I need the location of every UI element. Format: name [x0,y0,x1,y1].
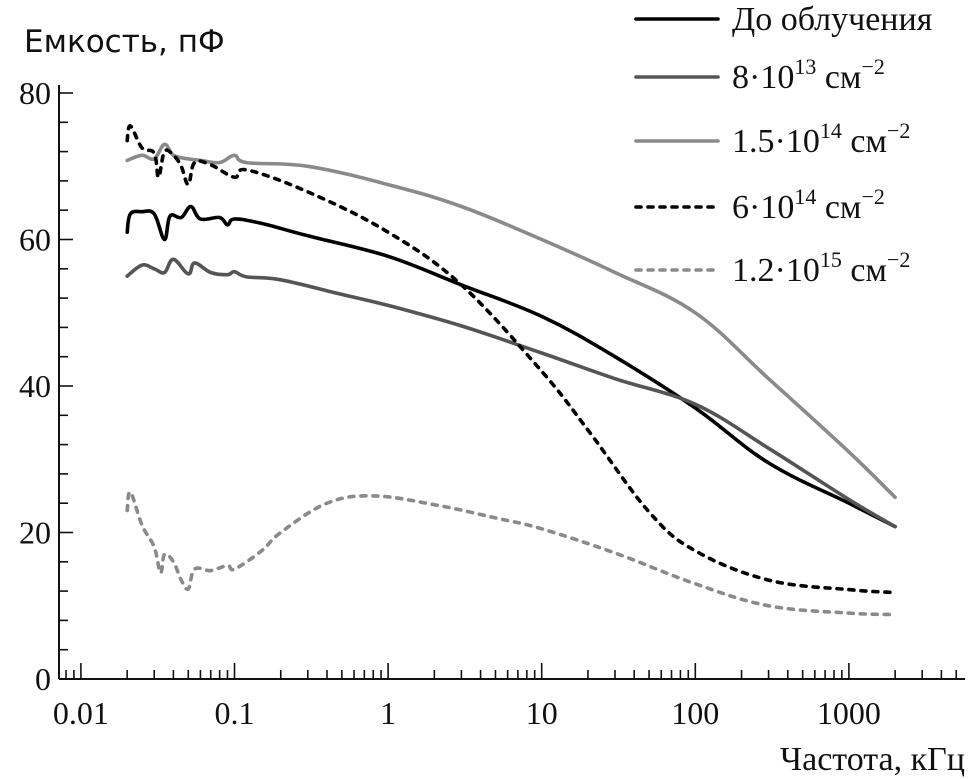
y-axis-label: Емкость, пФ [24,24,225,60]
legend-label-unit-exponent: −2 [861,184,884,209]
x-tick-label: 1 [380,695,396,731]
x-tick-label: 100 [671,695,719,731]
y-tick-label: 0 [35,661,51,697]
legend-label: 6·1014 см−2 [732,184,885,226]
legend-label-base: 8·10 [732,59,794,96]
x-ticks: 0.01 0.1 1 10 100 1000 [53,663,958,731]
series-1-5e14 [125,142,897,500]
legend-label: До облучения [732,1,933,38]
y-tick-label: 60 [19,222,51,258]
y-tick-label: 80 [19,75,51,111]
legend-label-unit-exponent: −2 [887,118,910,143]
x-tick-label: 0.1 [215,695,255,731]
y-tick-label: 20 [19,515,51,551]
legend-label-exponent: 14 [794,184,816,209]
legend-label: 8·1013 см−2 [732,54,885,96]
legend-label: 1.5·1014 см−2 [732,118,910,160]
legend-label-unit: см [842,252,887,289]
x-tick-label: 10 [526,695,558,731]
series-6e14 [125,124,897,595]
legend-label-base: До облучения [732,1,933,38]
legend-label-base: 1.2·10 [732,252,820,289]
legend-label-base: 1.5·10 [732,123,820,160]
legend-label-exponent: 13 [794,54,816,79]
series-1-2e15 [125,490,897,617]
x-tick-label: 0.01 [53,695,109,731]
legend-label-unit: см [816,189,861,226]
legend-label-exponent: 14 [820,118,842,143]
y-tick-label: 40 [19,368,51,404]
y-ticks: 0 20 40 60 80 [19,75,73,697]
legend-label-base: 6·10 [732,189,794,226]
legend-label-unit: см [842,123,887,160]
legend-label-unit-exponent: −2 [887,247,910,272]
x-tick-label: 1000 [817,695,881,731]
series-group [125,124,897,617]
legend-label-unit: см [816,59,861,96]
legend-label: 1.2·1015 см−2 [732,247,910,289]
x-axis-label: Частота, кГц [780,741,965,778]
axes [58,85,965,680]
legend-label-exponent: 15 [820,247,842,272]
series-8e13 [125,257,897,529]
legend-label-unit-exponent: −2 [861,54,884,79]
